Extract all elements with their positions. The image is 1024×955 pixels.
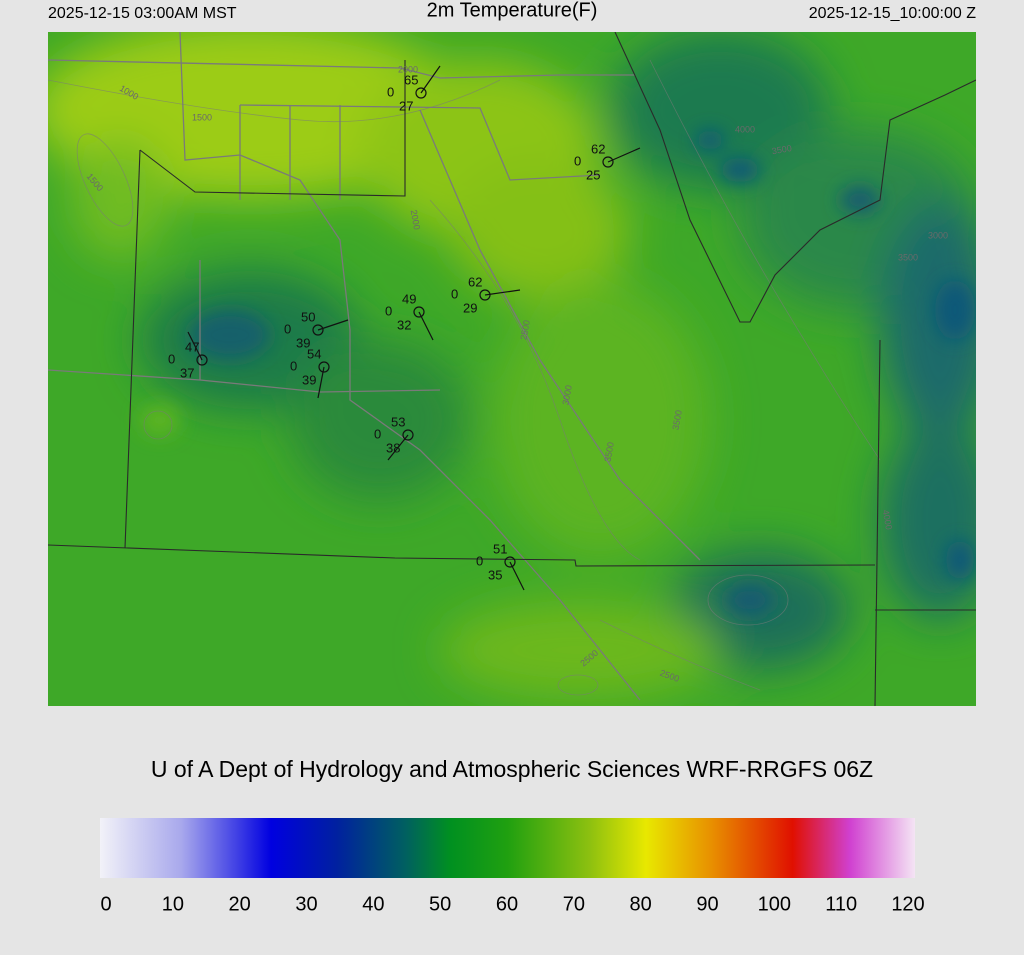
station-code: 0 xyxy=(476,553,483,568)
dewpoint: 32 xyxy=(397,317,411,332)
valid-time-utc: 2025-12-15_10:00:00 Z xyxy=(809,5,976,22)
station-circle xyxy=(413,306,425,318)
contour-label: 2500 xyxy=(518,319,531,340)
colorbar-tick-label: 10 xyxy=(162,893,184,915)
colorbar-tick-label: 90 xyxy=(696,893,718,915)
station-code: 0 xyxy=(387,84,394,99)
colorbar-tick-label: 40 xyxy=(362,893,384,915)
valid-time-local: 2025-12-15 03:00AM MST xyxy=(48,5,237,22)
contour-label: 1500 xyxy=(192,112,212,122)
dewpoint: 25 xyxy=(586,167,600,182)
station-code: 0 xyxy=(284,321,291,336)
wind-barb xyxy=(420,65,441,94)
wind-barb xyxy=(317,366,325,399)
dewpoint: 39 xyxy=(302,372,316,387)
dewpoint: 39 xyxy=(296,335,310,350)
station-code: 0 xyxy=(168,351,175,366)
station-circle xyxy=(402,429,414,441)
colorbar xyxy=(100,818,915,878)
wind-barb xyxy=(607,147,641,163)
station-plots: 6502762025620294903250039540394703753038… xyxy=(168,65,641,591)
map: 2000100015001500200025003000350040003500… xyxy=(48,32,976,706)
temperature: 53 xyxy=(391,414,405,429)
station-code: 0 xyxy=(574,153,581,168)
map-title: 2m Temperature(F) xyxy=(427,0,598,21)
contour-label: 2000 xyxy=(409,209,422,230)
contour-label: 3500 xyxy=(670,409,683,430)
wind-barb xyxy=(418,311,434,341)
contour-label: 2000 xyxy=(398,64,418,74)
colorbar-tick-label: 120 xyxy=(891,893,924,915)
station-circle xyxy=(602,156,614,168)
station-circle xyxy=(479,289,491,301)
temperature: 51 xyxy=(493,541,507,556)
colorbar-ticks: 0 10 20 30 40 50 60 70 80 90 100 110 120 xyxy=(100,893,924,915)
station-code: 0 xyxy=(451,286,458,301)
contour-label: 4000 xyxy=(881,509,894,530)
contour-label: 3500 xyxy=(602,441,615,462)
contour-label: 3000 xyxy=(928,230,948,240)
dewpoint: 37 xyxy=(180,365,194,380)
temperature: 49 xyxy=(402,291,416,306)
temperature: 54 xyxy=(307,346,321,361)
station-code: 0 xyxy=(385,303,392,318)
dewpoint: 38 xyxy=(386,440,400,455)
temperature: 62 xyxy=(591,141,605,156)
colorbar-tick-label: 110 xyxy=(825,893,857,915)
wind-barb xyxy=(509,561,525,591)
dewpoint: 35 xyxy=(488,567,502,582)
temperature: 47 xyxy=(185,339,199,354)
colorbar-tick-label: 60 xyxy=(496,893,518,915)
contour-label: 4000 xyxy=(735,124,755,134)
colorbar-tick-label: 80 xyxy=(630,893,652,915)
wind-barb xyxy=(317,319,349,331)
colorbar-tick-label: 30 xyxy=(295,893,317,915)
station-circle xyxy=(196,354,208,366)
station-circle xyxy=(312,324,324,336)
credit: U of A Dept of Hydrology and Atmospheric… xyxy=(151,756,873,782)
wind-barb xyxy=(387,434,409,461)
temperature: 62 xyxy=(468,274,482,289)
station-circle xyxy=(504,556,516,568)
station-circle xyxy=(318,361,330,373)
temperature: 65 xyxy=(404,72,418,87)
station-code: 0 xyxy=(290,358,297,373)
dewpoint: 29 xyxy=(463,300,477,315)
colorbar-tick-label: 50 xyxy=(429,893,451,915)
colorbar-tick-label: 0 xyxy=(100,893,111,915)
station-circle xyxy=(415,87,427,99)
wind-barb xyxy=(484,289,521,296)
wind-barb xyxy=(187,331,203,361)
temperature: 50 xyxy=(301,309,315,324)
contour-label: 3500 xyxy=(898,252,918,262)
station-code: 0 xyxy=(374,426,381,441)
colorbar-tick-label: 70 xyxy=(563,893,585,915)
colorbar-tick-label: 100 xyxy=(758,893,791,915)
dewpoint: 27 xyxy=(399,98,413,113)
contour-label: 3000 xyxy=(560,384,573,405)
contour-label: 3500 xyxy=(771,143,792,156)
colorbar-tick-label: 20 xyxy=(229,893,251,915)
